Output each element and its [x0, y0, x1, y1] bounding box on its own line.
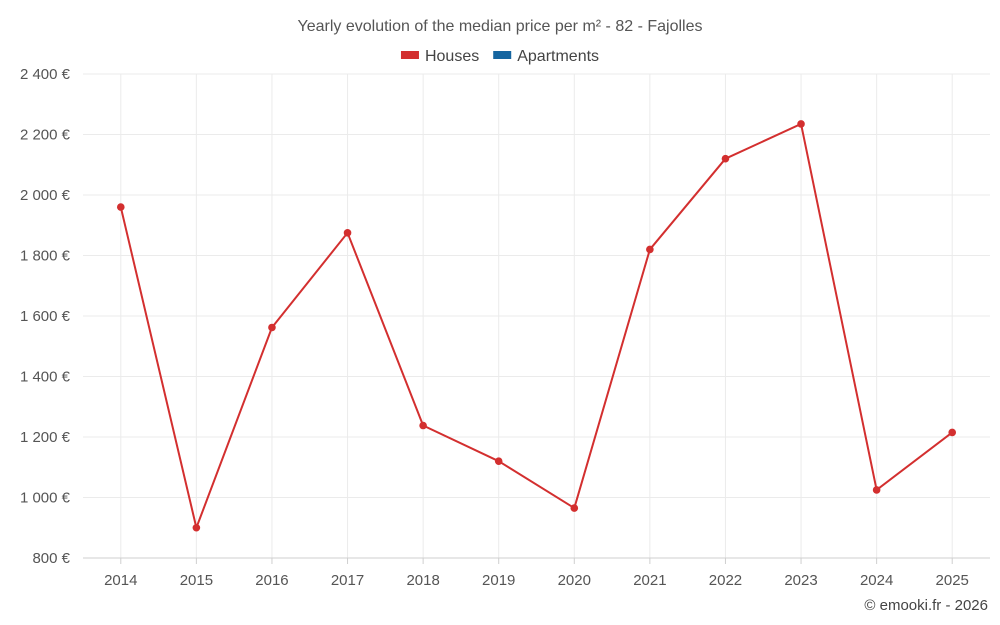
data-point[interactable] [948, 428, 957, 437]
legend-swatch[interactable] [493, 51, 512, 59]
y-tick-label: 2 200 € [20, 127, 71, 144]
y-tick-label: 1 400 € [20, 369, 71, 386]
data-point[interactable] [721, 154, 730, 163]
data-point[interactable] [419, 421, 427, 430]
y-tick-label: 2 000 € [20, 187, 71, 204]
x-tick-label: 2025 [936, 572, 969, 589]
x-tick-label: 2015 [180, 572, 213, 589]
chart-title: Yearly evolution of the median price per… [298, 18, 703, 35]
x-tick-label: 2014 [104, 572, 137, 589]
series-layer [116, 120, 957, 532]
y-tick-label: 1 600 € [20, 308, 71, 325]
series-line-houses [119, 122, 953, 529]
x-tick-label: 2024 [860, 572, 893, 589]
legend-label: Houses [425, 48, 479, 65]
data-point[interactable] [872, 486, 881, 494]
data-point[interactable] [192, 523, 201, 532]
x-tick-label: 2021 [633, 572, 666, 589]
axes: 800 € 1 000 € 1 200 € 1 400 € 1 600 € 1 800 €… [20, 66, 990, 589]
x-tick-label: 2018 [406, 572, 439, 589]
y-tick-label: 800 € [32, 550, 70, 567]
y-tick-label: 2 400 € [20, 66, 71, 83]
y-tick-label: 1 200 € [20, 429, 71, 446]
y-tick-label: 1 800 € [20, 248, 71, 265]
credit-text: © emooki.fr - 2026 [864, 597, 988, 614]
x-tick-label: 2022 [709, 572, 742, 589]
x-tick-label: 2019 [482, 572, 515, 589]
legend: Houses Apartments [400, 48, 599, 65]
data-point[interactable] [268, 323, 276, 332]
legend-label: Apartments [517, 48, 599, 65]
x-tick-label: 2023 [784, 572, 817, 589]
x-tick-label: 2017 [331, 572, 364, 589]
x-tick-label: 2016 [255, 572, 288, 589]
grid [83, 73, 990, 558]
data-point[interactable] [570, 504, 579, 512]
legend-swatch[interactable] [400, 51, 419, 59]
data-point[interactable] [343, 229, 352, 237]
data-point[interactable] [116, 203, 125, 211]
data-point[interactable] [646, 245, 654, 254]
y-tick-label: 1 000 € [20, 490, 71, 507]
data-point[interactable] [797, 120, 805, 128]
data-point[interactable] [494, 457, 503, 466]
x-tick-label: 2020 [558, 572, 591, 589]
